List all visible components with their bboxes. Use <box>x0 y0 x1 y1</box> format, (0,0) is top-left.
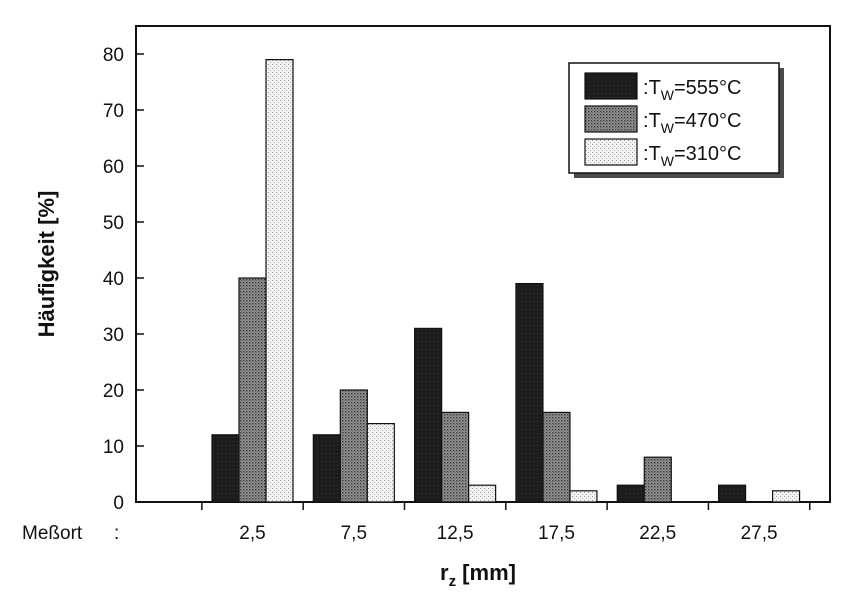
bar-series-2 <box>441 411 470 503</box>
bar-series-3 <box>771 490 801 503</box>
y-tick-label: 60 <box>103 157 124 178</box>
x-tick-label: 27,5 <box>741 523 778 544</box>
legend-swatch-2 <box>584 105 638 133</box>
bar-series-group <box>211 58 801 503</box>
y-tick-label: 50 <box>103 213 124 234</box>
bar-series-1 <box>211 434 240 503</box>
legend-swatch-1 <box>584 72 638 100</box>
x-tick-label: 2,5 <box>239 523 265 544</box>
bar-series-3 <box>366 423 395 503</box>
x-axis-title: rz [mm] <box>440 560 516 590</box>
x-tick-label: 17,5 <box>538 523 575 544</box>
x-tick-label: 7,5 <box>341 523 367 544</box>
bar-series-1 <box>616 484 645 503</box>
bar-series-1 <box>717 484 747 503</box>
x-tick-label: 12,5 <box>437 523 474 544</box>
y-tick-label: 80 <box>103 45 124 66</box>
bar-series-1 <box>414 327 443 503</box>
x-tick-label: 22,5 <box>639 523 676 544</box>
y-tick-label: 70 <box>103 101 124 122</box>
y-tick-label: 30 <box>103 325 124 346</box>
y-tick-label: 40 <box>103 269 124 290</box>
legend-label-3: :TW=310°C <box>643 143 742 169</box>
x-axis-ticks: 2,5 7,5 12,5 17,5 22,5 27,5 <box>201 502 811 544</box>
y-axis-title: Häufigkeit [%] <box>34 191 59 338</box>
x-axis-prefix-label: Meßort <box>22 523 83 544</box>
legend: :TW=555°C :TW=470°C :TW=310°C <box>568 62 784 178</box>
bar-series-2 <box>238 277 267 503</box>
bar-series-3 <box>468 484 497 503</box>
bar-series-2 <box>339 389 368 503</box>
legend-label-1: :TW=555°C <box>643 77 742 103</box>
y-axis-ticks: 0 10 20 30 40 50 60 70 80 <box>103 45 144 514</box>
bar-series-1 <box>312 434 341 503</box>
y-tick-label: 10 <box>103 437 124 458</box>
bar-series-1 <box>515 283 544 503</box>
y-tick-label: 20 <box>103 381 124 402</box>
legend-swatch-3 <box>584 138 638 166</box>
bar-series-3 <box>569 490 598 503</box>
y-tick-label: 0 <box>113 493 124 514</box>
bar-series-2 <box>542 411 571 503</box>
legend-label-2: :TW=470°C <box>643 110 742 136</box>
x-axis-prefix-separator: : <box>114 523 119 544</box>
bar-series-2 <box>643 456 672 503</box>
x-axis-title-subscript: z <box>449 573 457 590</box>
bar-series-3 <box>265 58 294 503</box>
